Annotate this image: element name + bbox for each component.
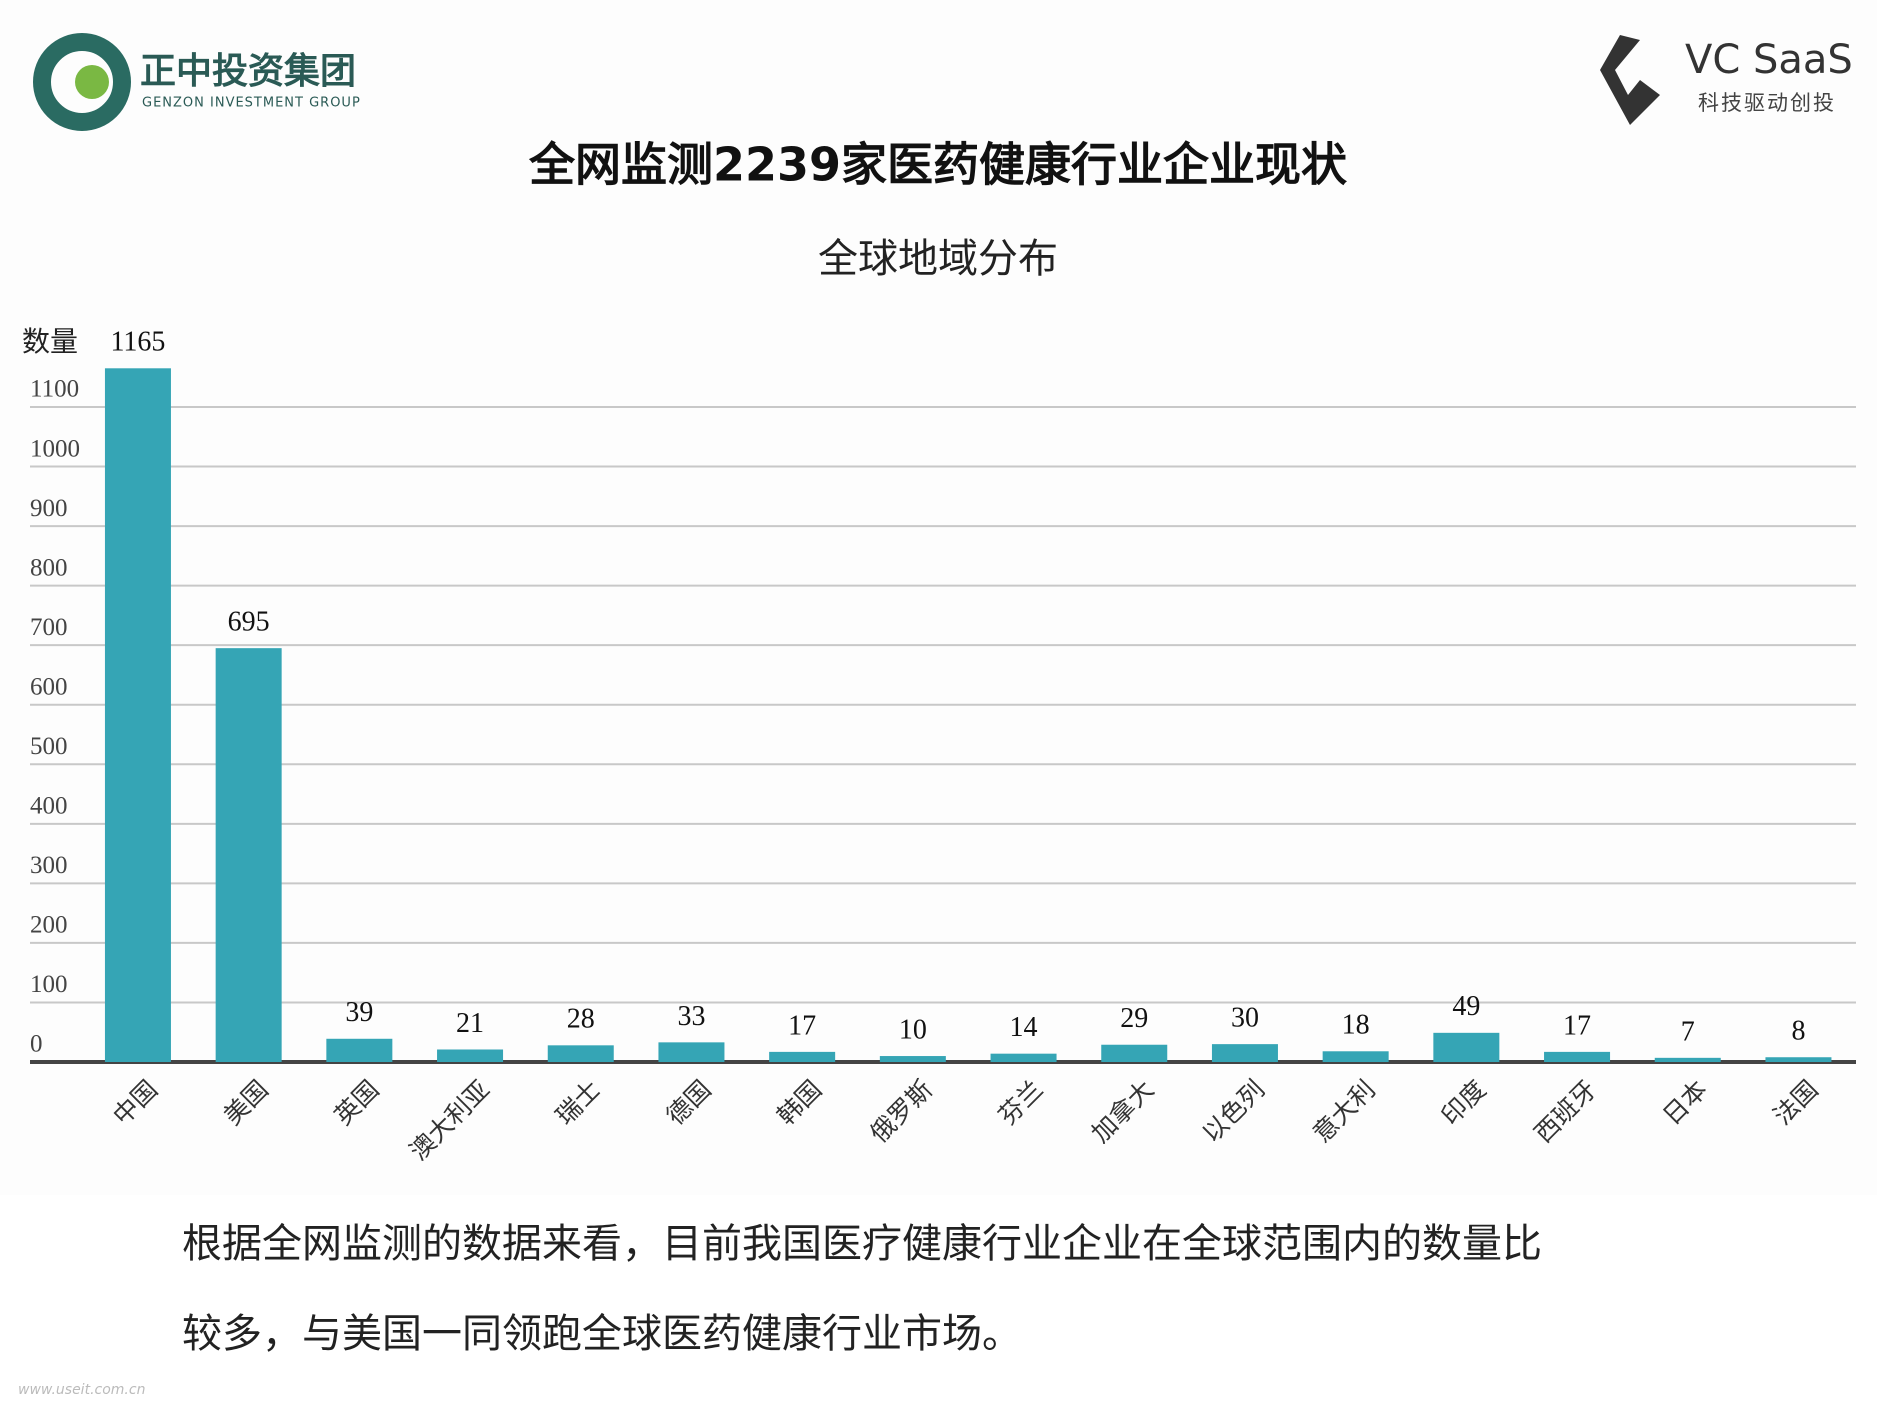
brand-logo [1600, 35, 1660, 125]
bar [326, 1038, 393, 1062]
value-label: 8 [1791, 1016, 1805, 1047]
y-tick-label: 800 [30, 554, 68, 581]
y-tick-label: 900 [30, 495, 68, 522]
value-label: 7 [1681, 1016, 1695, 1047]
y-axis-label: 数量 [22, 325, 78, 358]
y-tick-label: 300 [30, 852, 68, 879]
logo-ring [33, 33, 131, 131]
chart-subtitle: 全球地域分布 [818, 236, 1058, 282]
brand-tagline: 科技驱动创投 [1698, 91, 1836, 115]
y-tick-label: 600 [30, 673, 68, 700]
value-label: 30 [1231, 1003, 1259, 1034]
bar [1544, 1051, 1611, 1062]
bar [1765, 1057, 1832, 1062]
logo-dot [75, 65, 109, 99]
bar [1433, 1032, 1500, 1062]
y-tick-label: 100 [30, 971, 68, 998]
bar [1322, 1051, 1389, 1062]
value-label: 17 [1563, 1010, 1591, 1041]
y-tick-label: 400 [30, 793, 68, 820]
value-label: 33 [677, 1001, 705, 1032]
y-tick-label: 1100 [30, 376, 79, 403]
bar [547, 1045, 614, 1062]
paragraph-line: 根据全网监测的数据来看，目前我国医疗健康行业企业在全球范围内的数量比 [182, 1221, 1542, 1267]
value-label: 21 [456, 1008, 484, 1039]
value-label: 695 [228, 607, 270, 638]
y-tick-label: 1000 [30, 435, 80, 462]
bar [990, 1053, 1057, 1062]
value-label: 14 [1010, 1012, 1038, 1043]
bar [769, 1051, 836, 1062]
y-tick-label: 500 [30, 733, 68, 760]
bar [104, 368, 171, 1063]
paragraph-line: 较多，与美国一同领跑全球医药健康行业市场。 [182, 1311, 1022, 1357]
bar [215, 648, 282, 1062]
bar [1101, 1044, 1168, 1062]
bar [879, 1056, 946, 1062]
bar [658, 1042, 725, 1062]
value-label: 17 [788, 1010, 816, 1041]
chart-title: 全网监测2239家医药健康行业企业现状 [528, 138, 1348, 192]
chart-background [0, 0, 1877, 1195]
value-label: 49 [1452, 991, 1480, 1022]
bar [437, 1049, 504, 1062]
value-label: 10 [899, 1014, 927, 1045]
company-name-en: GENZON INVESTMENT GROUP [142, 96, 361, 111]
y-tick-label: 200 [30, 912, 68, 939]
value-label: 29 [1120, 1003, 1148, 1034]
bar [1211, 1044, 1278, 1062]
y-tick-label: 0 [30, 1031, 43, 1058]
bar [1654, 1057, 1721, 1062]
company-logo [33, 33, 131, 131]
brand-name: VC SaaS [1685, 37, 1853, 83]
company-name: 正中投资集团 [140, 51, 356, 92]
watermark: www.useit.com.cn [18, 1382, 145, 1398]
value-label: 39 [345, 997, 373, 1028]
value-label: 18 [1342, 1010, 1370, 1041]
value-label: 1165 [110, 327, 165, 358]
y-tick-label: 700 [30, 614, 68, 641]
value-label: 28 [567, 1004, 595, 1035]
